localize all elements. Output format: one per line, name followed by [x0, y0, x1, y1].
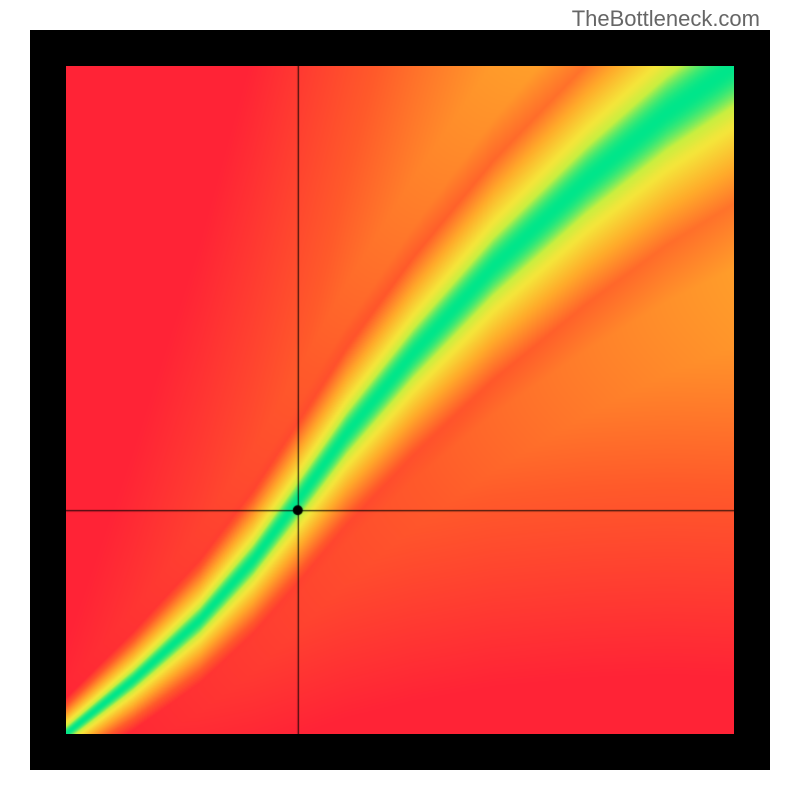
chart-container: TheBottleneck.com	[0, 0, 800, 800]
watermark-text: TheBottleneck.com	[572, 6, 760, 32]
heatmap-canvas	[66, 66, 734, 734]
